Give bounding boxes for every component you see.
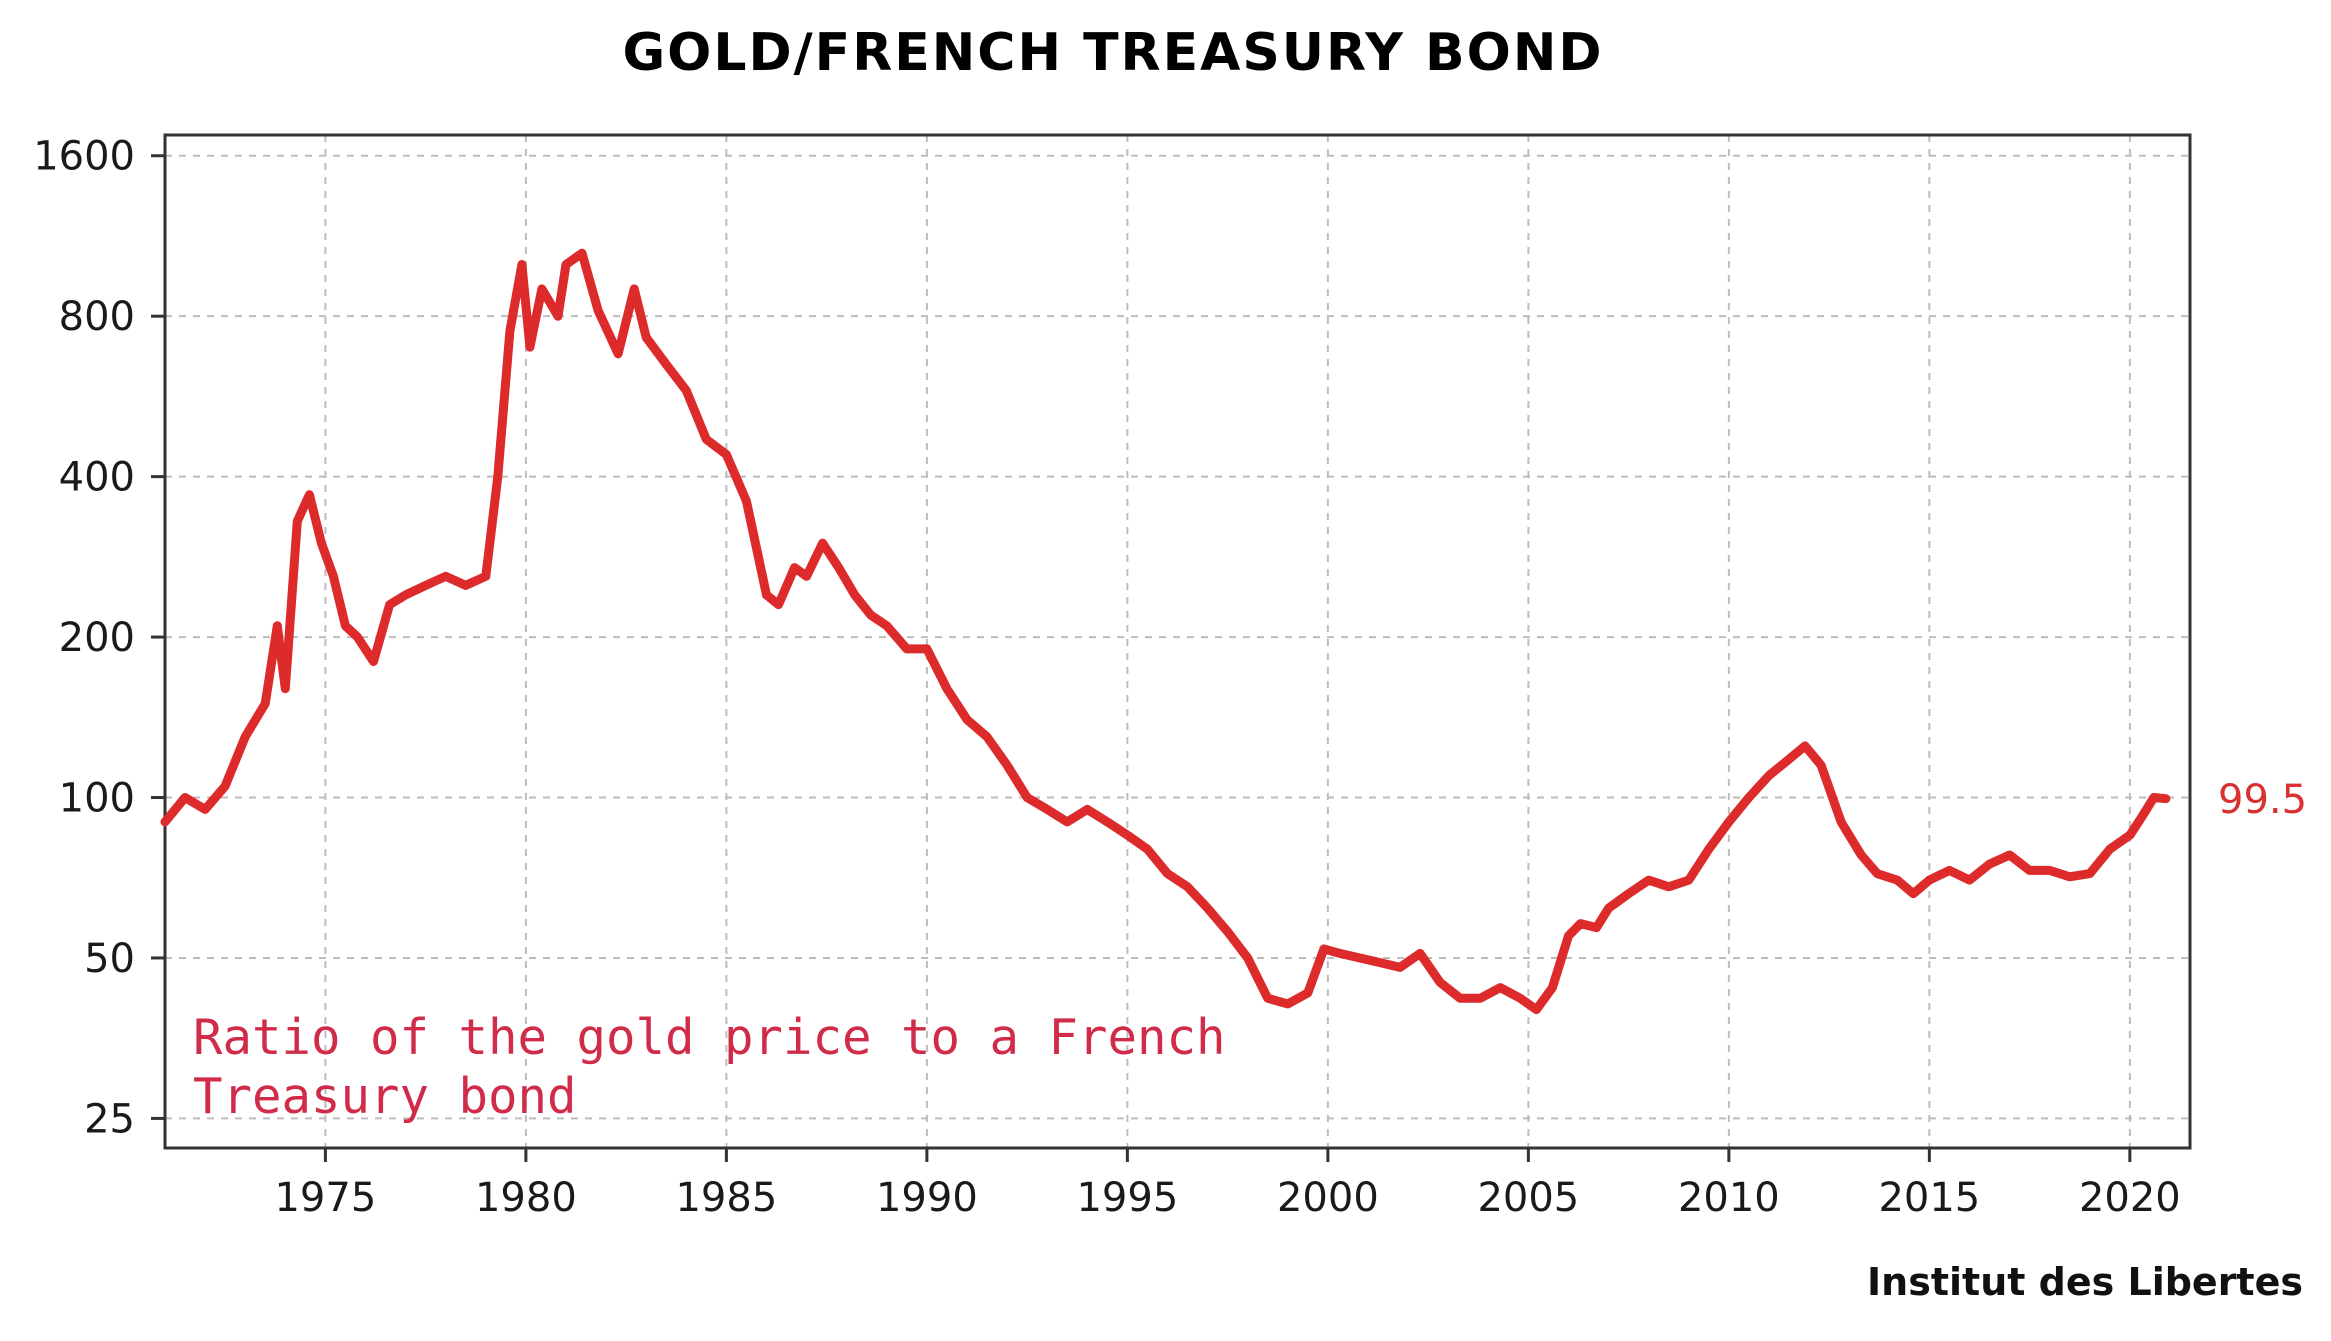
x-tick-label: 1985: [675, 1175, 777, 1221]
x-tick-label: 1995: [1076, 1175, 1178, 1221]
x-tick-label: 2005: [1477, 1175, 1579, 1221]
x-tick-label: 1975: [274, 1175, 376, 1221]
chart-title: GOLD/FRENCH TREASURY BOND: [623, 23, 1604, 83]
x-tick-label: 1980: [475, 1175, 577, 1221]
y-axis: 1600 800 400 200 100 50 25: [33, 134, 165, 1142]
plot-frame: [163, 133, 2192, 1150]
x-tick-label: 2010: [1678, 1175, 1780, 1221]
y-tick-label: 100: [59, 776, 135, 822]
x-tick-label: 2015: [1878, 1175, 1980, 1221]
x-tick-label: 1990: [876, 1175, 978, 1221]
annotation-line-2: Treasury bond: [193, 1068, 577, 1125]
y-tick-label: 400: [59, 455, 135, 501]
y-tick-label: 1600: [33, 134, 135, 180]
series-line: [160, 248, 2171, 1015]
y-tick-label: 50: [84, 936, 135, 982]
annotation-line-1: Ratio of the gold price to a French: [193, 1009, 1226, 1066]
y-tick-label: 25: [84, 1096, 135, 1142]
y-tick-label: 200: [59, 615, 135, 661]
source-label: Institut des Libertes: [1867, 1260, 2303, 1304]
end-value-label: 99.5: [2218, 777, 2307, 823]
y-tick-label: 800: [59, 294, 135, 340]
x-tick-label: 2000: [1277, 1175, 1379, 1221]
grid: [165, 135, 2190, 1148]
x-tick-label: 2020: [2079, 1175, 2181, 1221]
x-axis: 1975 1980 1985 1990 1995 2000 2005 2010 2015 2020: [274, 1148, 2181, 1221]
